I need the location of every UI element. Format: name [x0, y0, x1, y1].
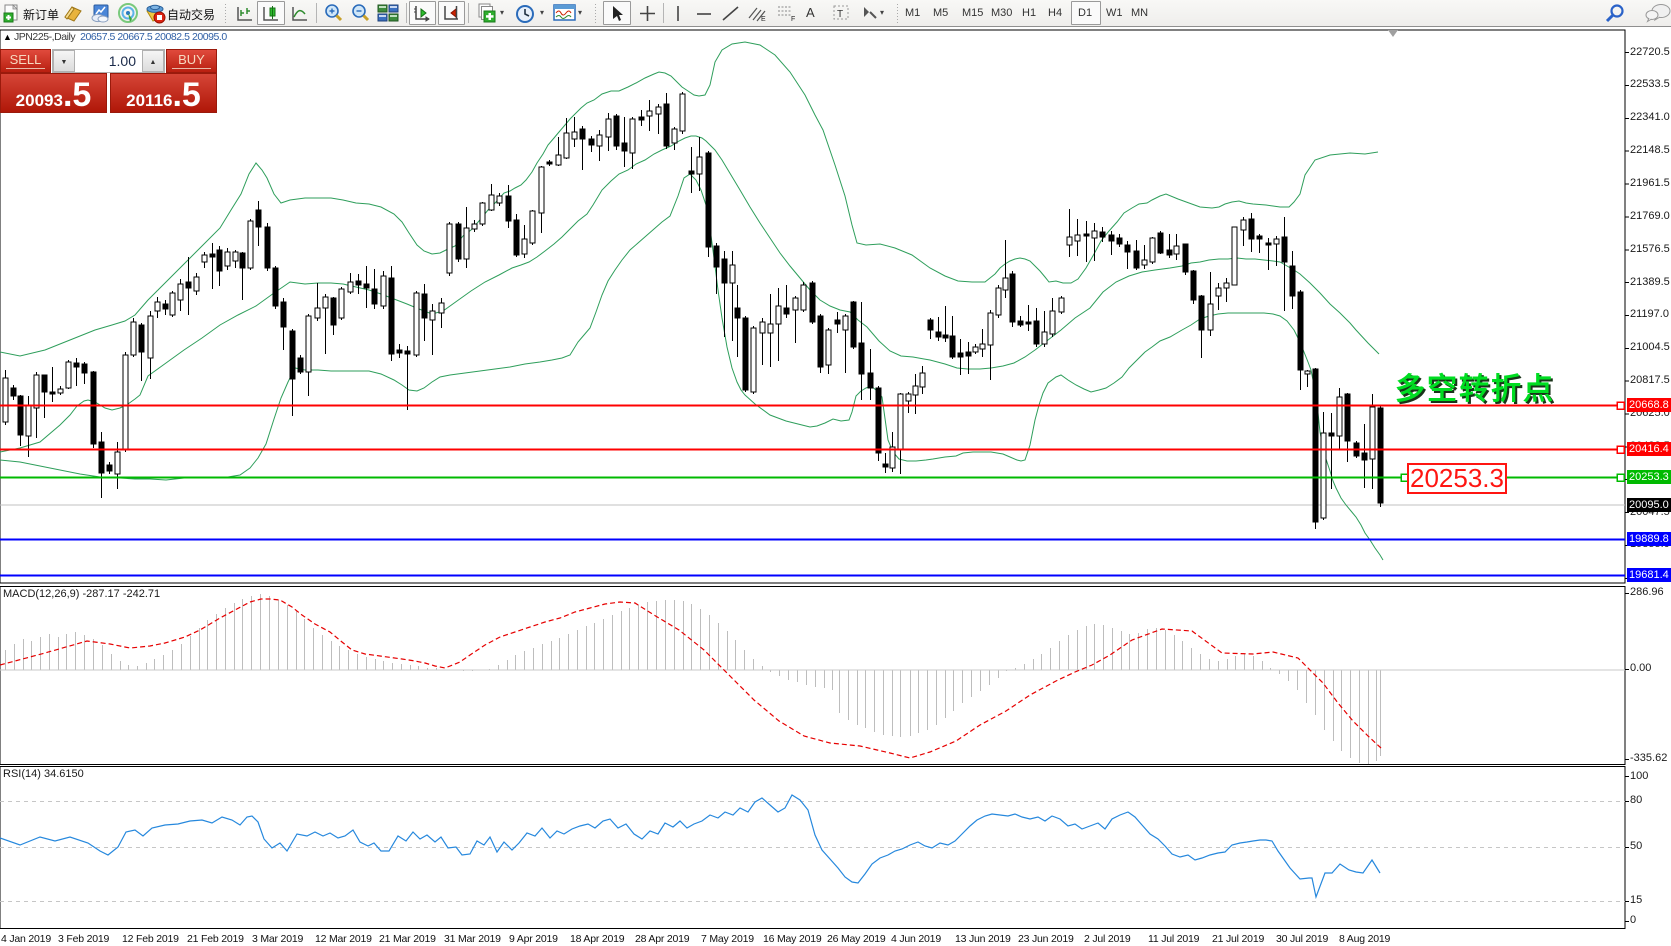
svg-text:T: T: [837, 9, 843, 20]
svg-text:E: E: [761, 16, 766, 23]
svg-text:F: F: [791, 16, 795, 23]
